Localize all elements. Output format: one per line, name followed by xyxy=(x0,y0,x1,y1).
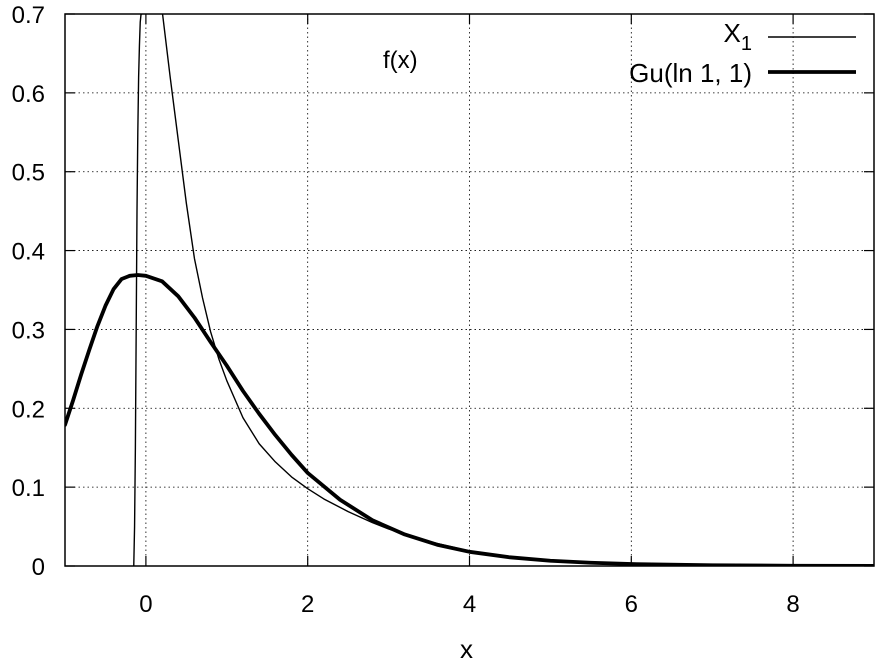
legend-label-x1: X1 xyxy=(724,18,752,55)
grid-lines xyxy=(65,14,874,566)
legend: X1 Gu(ln 1, 1) xyxy=(629,18,856,88)
y-tick-label: 0.3 xyxy=(12,317,45,344)
y-tick-label: 0.5 xyxy=(12,160,45,187)
y-tick-label: 0.4 xyxy=(12,239,45,266)
y-tick-label: 0.6 xyxy=(12,81,45,108)
series-line-gumbel xyxy=(65,273,874,566)
x-tick-label: 8 xyxy=(786,591,799,618)
y-tick-label: 0.7 xyxy=(12,2,45,29)
series-line-x1 xyxy=(133,14,874,566)
y-tick-label: 0.1 xyxy=(12,475,45,502)
x-tick-label: 6 xyxy=(625,591,638,618)
x-tick-label: 4 xyxy=(463,591,476,618)
x-tick-label: 0 xyxy=(139,591,152,618)
y-tick-label: 0 xyxy=(32,554,45,581)
series-layer xyxy=(65,14,874,566)
function-annotation: f(x) xyxy=(383,47,418,74)
y-tick-label: 0.2 xyxy=(12,396,45,423)
x-axis-label: x xyxy=(460,634,473,661)
legend-label-gumbel: Gu(ln 1, 1) xyxy=(629,58,752,88)
x-tick-label: 2 xyxy=(301,591,314,618)
tick-layer: 0 2 4 6 8 0 0.1 0.2 0.3 0.4 0.5 0.6 0.7 xyxy=(12,2,874,618)
